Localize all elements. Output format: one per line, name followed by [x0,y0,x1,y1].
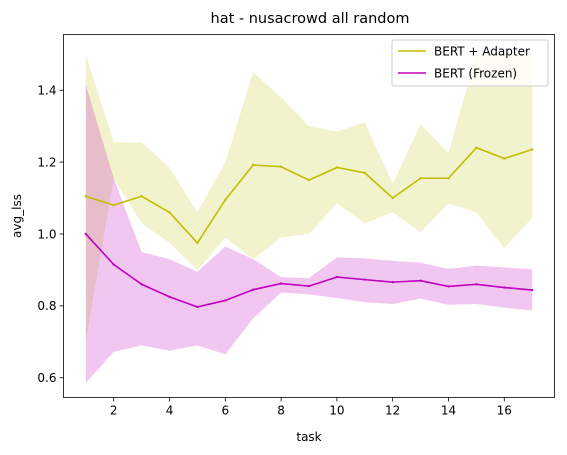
data-point-bert-adapter [307,178,311,182]
data-point-bert-frozen [307,284,311,288]
x-tick-label: 2 [110,404,118,418]
data-point-bert-frozen [140,283,143,286]
data-point-bert-adapter [224,198,227,202]
data-point-bert-adapter [140,195,143,198]
y-tick-label: 1.0 [37,227,56,241]
y-axis-label: avg_lss [10,194,24,238]
data-point-bert-frozen [335,275,339,279]
band-bert-adapter [85,54,533,342]
data-point-bert-adapter [279,165,283,168]
x-tick-label: 14 [441,404,456,418]
data-point-bert-frozen [447,285,450,288]
data-point-bert-adapter [112,204,115,207]
data-point-bert-frozen [224,299,227,302]
data-point-bert-adapter [447,177,450,180]
x-tick-label: 8 [277,404,285,418]
data-point-bert-frozen [503,286,506,289]
data-point-bert-adapter [419,177,422,180]
data-point-bert-frozen [168,295,171,299]
data-point-bert-frozen [252,288,255,291]
plot-frame [63,34,555,398]
data-point-bert-frozen [530,288,534,292]
legend-label-bert-adapter: BERT + Adapter [434,45,530,59]
data-point-bert-frozen [279,282,283,285]
data-point-bert-adapter [335,166,339,169]
y-tick-label: 1.2 [37,155,56,169]
data-point-bert-adapter [503,157,506,160]
data-point-bert-adapter [196,241,199,245]
data-point-bert-frozen [419,279,422,282]
x-tick-label: 16 [497,404,512,418]
x-tick-label: 12 [385,404,400,418]
data-point-bert-frozen [475,283,478,286]
y-tick-label: 0.8 [37,299,56,313]
data-point-bert-adapter [84,195,88,198]
x-axis: 2 4 6 8 10 12 14 16 [110,397,512,418]
y-axis: 0.6 0.8 1.0 1.2 1.4 [37,84,64,385]
plot-area [84,54,534,384]
legend: BERT + Adapter BERT (Frozen) [391,39,549,87]
data-point-bert-adapter [391,196,394,200]
data-point-bert-frozen [363,278,366,281]
y-tick-label: 0.6 [37,371,56,385]
legend-box [391,39,549,87]
y-tick-label: 1.4 [37,84,56,98]
x-tick-label: 6 [221,404,229,418]
data-point-bert-adapter [252,163,255,167]
data-point-bert-adapter [363,171,366,175]
data-point-bert-adapter [475,146,478,149]
data-point-bert-frozen [391,280,394,284]
data-point-bert-adapter [168,211,171,214]
legend-label-bert-frozen: BERT (Frozen) [434,67,517,81]
data-point-bert-adapter [530,148,534,151]
data-point-bert-frozen [196,305,199,309]
x-tick-label: 4 [166,404,174,418]
x-tick-label: 10 [329,404,344,418]
band-bert-frozen [85,84,533,384]
x-axis-label: task [296,430,321,444]
data-point-bert-frozen [112,263,115,266]
chart-title: hat - nusacrowd all random [211,11,410,27]
data-point-bert-frozen [84,232,88,236]
